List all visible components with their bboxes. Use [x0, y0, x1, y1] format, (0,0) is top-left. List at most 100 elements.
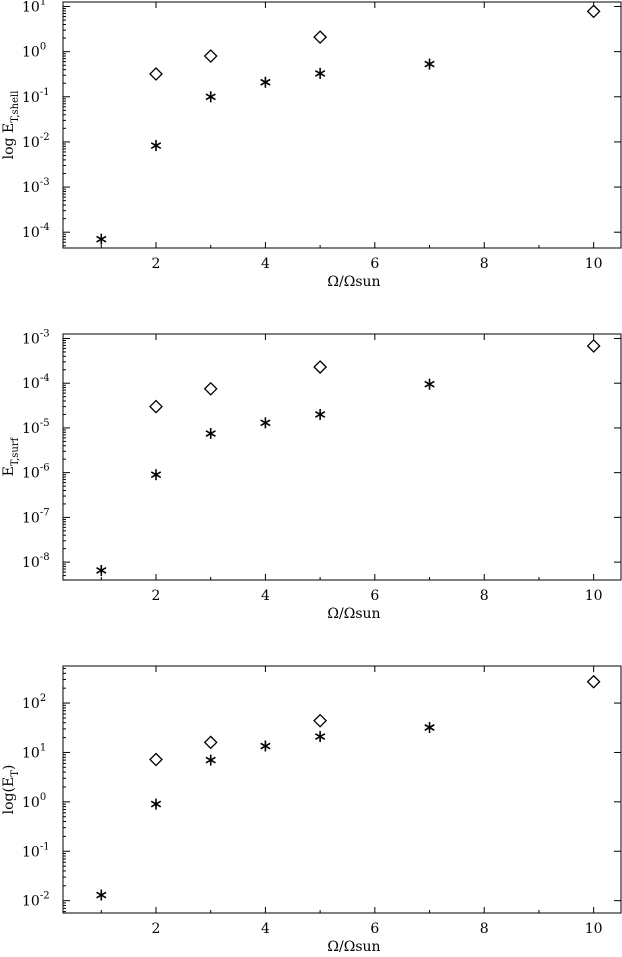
data-point-asterisk	[260, 740, 271, 752]
y-tick-exponent: -6	[40, 463, 50, 474]
data-point-asterisk	[96, 233, 107, 245]
y-tick-label: 10-1	[22, 841, 50, 860]
x-tick-label: 4	[261, 921, 270, 937]
x-tick-label: 2	[152, 256, 161, 272]
y-tick-label: 10-2	[22, 891, 50, 910]
x-tick-label: 10	[585, 588, 603, 604]
y-tick-mantissa: 10	[22, 376, 40, 392]
y-tick-label: 10-1	[22, 87, 50, 106]
y-tick-mantissa: 10	[22, 421, 40, 437]
y-tick-label: 100	[22, 42, 46, 61]
data-point-asterisk	[424, 378, 435, 390]
y-tick-exponent: -7	[40, 507, 50, 518]
data-point-asterisk	[260, 76, 271, 88]
y-axis-label: log(ET)	[1, 765, 21, 815]
data-point-asterisk	[96, 564, 107, 576]
x-axis-label: Ω/Ωsun	[327, 606, 380, 622]
y-tick-mantissa: 10	[22, 745, 40, 761]
data-point-diamond	[149, 752, 163, 767]
x-tick-label: 10	[585, 921, 603, 937]
data-point-asterisk	[205, 91, 216, 103]
x-tick-label: 4	[261, 588, 270, 604]
data-point-diamond	[149, 399, 163, 414]
data-point-diamond	[203, 735, 218, 750]
x-tick-label: 8	[480, 588, 489, 604]
y-tick-mantissa: 10	[22, 844, 40, 860]
y-tick-label: 10-3	[22, 177, 50, 196]
y-tick-mantissa: 10	[22, 510, 40, 526]
y-axis-label-tail: )	[1, 765, 17, 770]
y-tick-mantissa: 10	[22, 696, 40, 712]
data-point-diamond	[313, 713, 328, 728]
data-point-asterisk	[424, 58, 435, 70]
plot-frame	[62, 665, 622, 914]
x-tick-label: 10	[585, 256, 603, 272]
y-axis-label-sub: T,shell	[10, 91, 21, 123]
y-tick-label: 10-8	[22, 552, 50, 571]
y-tick-exponent: 1	[40, 742, 46, 753]
data-point-diamond	[586, 339, 601, 353]
y-axis-label-sub: T	[10, 770, 21, 777]
y-tick-exponent: -2	[40, 891, 50, 902]
x-tick-label: 8	[480, 921, 489, 937]
data-point-asterisk	[314, 408, 326, 420]
y-tick-label: 101	[22, 0, 46, 16]
y-tick-exponent: 0	[40, 42, 46, 53]
y-tick-label: 10-6	[22, 463, 50, 482]
y-tick-exponent: 0	[40, 792, 46, 803]
plot-frame	[62, 333, 622, 581]
y-axis-label-main: E	[1, 466, 17, 476]
data-point-diamond	[586, 674, 601, 689]
x-tick-label: 6	[370, 256, 379, 272]
chart-panel-2: 2 4 6 8 10Ω/Ωsun10-310-410-510-610-710-8ET,s…	[1, 328, 622, 622]
y-tick-mantissa: 10	[22, 90, 40, 106]
y-tick-label: 10-7	[22, 507, 50, 526]
y-tick-label: 10-4	[22, 222, 50, 241]
data-point-asterisk	[96, 889, 107, 901]
x-axis-label: Ω/Ωsun	[327, 939, 380, 955]
y-tick-mantissa: 10	[22, 135, 40, 151]
y-tick-label: 10-5	[22, 418, 50, 437]
data-point-diamond	[313, 30, 328, 45]
y-tick-exponent: -2	[40, 132, 50, 143]
y-tick-mantissa: 10	[22, 180, 40, 196]
y-tick-exponent: -4	[40, 222, 50, 233]
data-point-asterisk	[314, 731, 326, 743]
y-axis-label-main: log(E	[1, 777, 17, 815]
y-tick-mantissa: 10	[22, 331, 40, 347]
y-tick-mantissa: 10	[22, 795, 40, 811]
data-point-asterisk	[150, 140, 162, 152]
plot-frame	[62, 1, 622, 249]
y-tick-mantissa: 10	[22, 45, 40, 61]
y-tick-label: 102	[22, 693, 46, 712]
y-tick-exponent: -8	[40, 552, 50, 563]
y-axis-label-main: log E	[1, 123, 17, 160]
x-axis-label: Ω/Ωsun	[327, 274, 380, 290]
x-tick-label: 8	[480, 256, 489, 272]
y-tick-mantissa: 10	[22, 0, 40, 16]
data-point-diamond	[586, 4, 601, 19]
y-tick-label: 10-2	[22, 132, 50, 151]
data-point-diamond	[313, 360, 328, 374]
y-tick-mantissa: 10	[22, 225, 40, 241]
data-point-asterisk	[150, 469, 162, 481]
y-tick-exponent: 1	[40, 0, 46, 8]
data-point-asterisk	[314, 67, 326, 79]
y-tick-mantissa: 10	[22, 894, 40, 910]
y-tick-label: 10-3	[22, 328, 50, 347]
y-tick-exponent: -3	[40, 177, 50, 188]
y-tick-exponent: -3	[40, 328, 50, 339]
y-tick-mantissa: 10	[22, 555, 40, 571]
data-point-asterisk	[260, 417, 271, 429]
x-tick-label: 4	[261, 256, 270, 272]
data-point-diamond	[203, 381, 218, 396]
y-tick-label: 101	[22, 742, 46, 761]
y-tick-exponent: 2	[40, 693, 46, 704]
data-point-asterisk	[424, 721, 435, 733]
y-tick-label: 100	[22, 792, 46, 811]
data-point-diamond	[203, 49, 218, 63]
y-axis-label-sub: T,surf	[10, 436, 21, 466]
y-tick-exponent: -5	[40, 418, 50, 429]
